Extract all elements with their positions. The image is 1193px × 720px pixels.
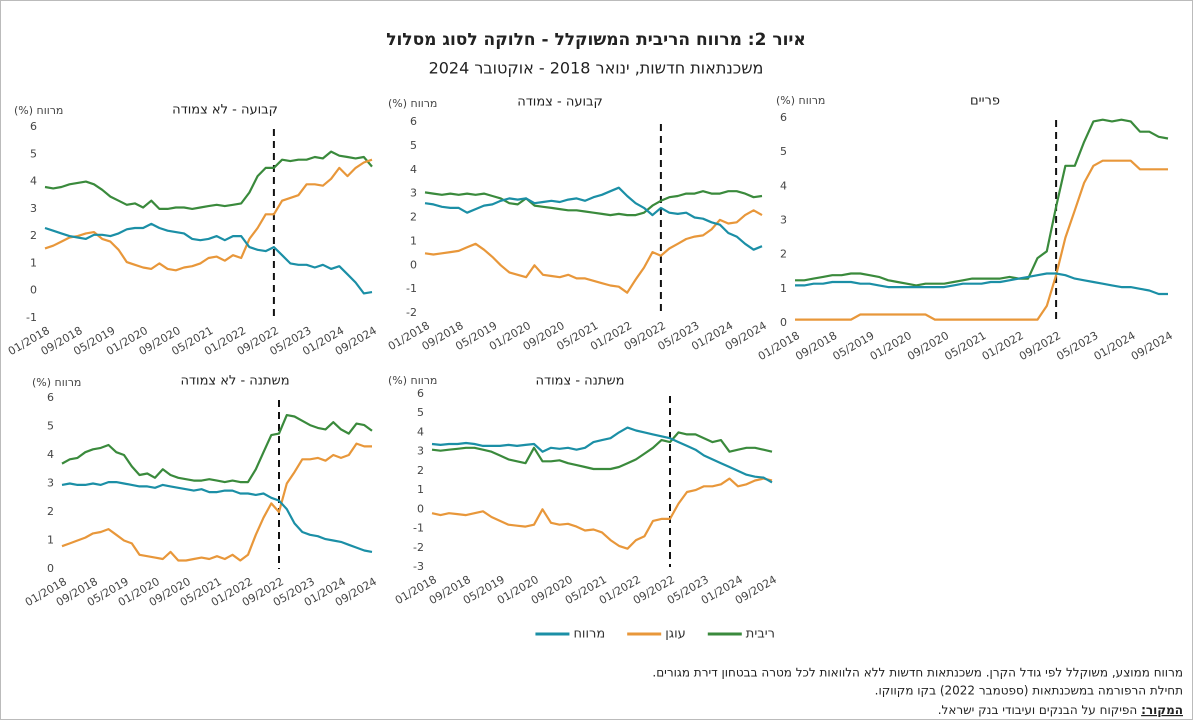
- y-tick-label: 6: [780, 111, 787, 124]
- series-line: [44, 158, 373, 272]
- y-tick-label: 5: [417, 406, 424, 419]
- y-tick-label: 3: [780, 214, 787, 227]
- y-tick-label: 3: [410, 187, 417, 200]
- series-line: [431, 477, 773, 550]
- legend-label: ריבית: [746, 627, 775, 642]
- y-tick-label: 3: [417, 445, 424, 458]
- legend-label: מרווח: [573, 627, 605, 642]
- y-tick-label: 6: [410, 115, 417, 128]
- y-tick-label: 4: [410, 163, 417, 176]
- series-line: [795, 272, 1168, 296]
- series-line: [431, 431, 773, 471]
- series-line: [61, 481, 373, 553]
- y-tick-label: 2: [417, 464, 424, 477]
- y-tick-label: 4: [780, 179, 787, 192]
- y-tick-label: 1: [780, 282, 787, 295]
- y-tick-label: -2: [406, 306, 417, 319]
- source: המקור: הפיקוח על הבנקים ועיבודי בנק ישרא…: [938, 703, 1183, 717]
- series-line: [44, 222, 373, 295]
- y-tick-label: 4: [47, 448, 54, 461]
- figure-title: איור 2: מרווח הריבית המשוקלל - חלוקה לסו…: [386, 30, 806, 50]
- y-tick-label: 6: [30, 120, 37, 133]
- series-line: [424, 186, 763, 251]
- y-tick-label: 6: [417, 387, 424, 400]
- y-tick-label: 4: [417, 425, 424, 438]
- y-tick-label: 1: [30, 256, 37, 269]
- y-tick-label: 5: [30, 147, 37, 160]
- y-tick-label: 1: [47, 534, 54, 547]
- chart-title: משתנה - צמודה: [536, 374, 625, 389]
- series-line: [61, 414, 373, 484]
- y-tick-label: 2: [47, 505, 54, 518]
- series-line: [795, 159, 1168, 321]
- y-tick-label: 2: [30, 229, 37, 242]
- y-tick-label: 2: [410, 211, 417, 224]
- source-label: המקור:: [1141, 703, 1183, 717]
- y-axis-label: מרווח (%): [14, 104, 63, 117]
- source-text: הפיקוח על הבנקים ועיבודי בנק ישראל.: [938, 703, 1141, 717]
- y-tick-label: 3: [47, 477, 54, 490]
- y-axis-label: מרווח (%): [776, 94, 825, 107]
- y-tick-label: 0: [417, 502, 424, 515]
- series-line: [44, 150, 373, 210]
- legend-label: עוגן: [665, 627, 686, 642]
- chart-title: קבועה - צמודה: [517, 95, 603, 110]
- y-tick-label: -3: [413, 560, 424, 573]
- y-tick-label: -1: [413, 522, 424, 535]
- y-tick-label: 3: [30, 202, 37, 215]
- y-tick-label: 2: [780, 248, 787, 261]
- y-tick-label: -1: [26, 311, 37, 324]
- y-axis-label: מרווח (%): [388, 374, 437, 387]
- y-axis-label: מרווח (%): [32, 376, 81, 389]
- series-line: [61, 442, 372, 562]
- y-tick-label: 0: [30, 284, 37, 297]
- series-line: [795, 118, 1169, 287]
- y-tick-label: 0: [47, 562, 54, 575]
- chart-title: קבועה - לא צמודה: [172, 103, 278, 118]
- y-tick-label: 0: [780, 316, 787, 329]
- chart-title: פריים: [970, 94, 1000, 109]
- y-tick-label: 5: [47, 420, 54, 433]
- y-tick-label: -2: [413, 541, 424, 554]
- y-tick-label: 6: [47, 391, 54, 404]
- y-tick-label: 0: [410, 258, 417, 271]
- chart-title: משתנה - לא צמודה: [180, 374, 289, 389]
- series-line: [431, 426, 773, 484]
- figure-subtitle: משכנתאות חדשות, ינואר 2018 - אוקטובר 202…: [429, 59, 764, 78]
- series-line: [424, 190, 763, 217]
- y-tick-label: 4: [30, 175, 37, 188]
- y-tick-label: 1: [417, 483, 424, 496]
- y-axis-label: מרווח (%): [388, 97, 437, 110]
- y-tick-label: 5: [410, 139, 417, 152]
- y-tick-label: 1: [410, 234, 417, 247]
- note: מרווח ממוצע, משוקלל לפי גודל הקרן. משכנת…: [652, 666, 1183, 680]
- y-tick-label: -1: [406, 282, 417, 295]
- note: תחילת הרפורמה במשכנתאות (ספטמבר 2022) בק…: [875, 684, 1183, 698]
- series-line: [424, 209, 763, 294]
- y-tick-label: 5: [780, 145, 787, 158]
